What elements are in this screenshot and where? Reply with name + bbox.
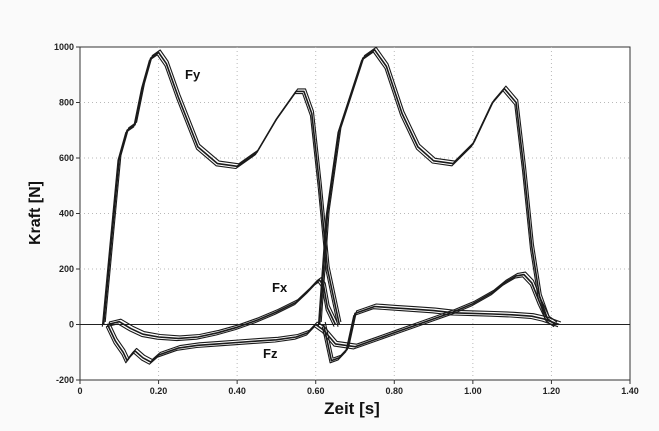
y-axis-ticks: -200 0 200 400 600 800 1000: [54, 42, 80, 385]
series-trace-fy: [318, 49, 556, 326]
series-trace-fy: [104, 49, 342, 323]
y-axis-title: Kraft [N]: [27, 181, 44, 245]
x-axis-ticks: 0 0.20 0.40 0.60 0.80 1.00 1.20 1.40: [77, 380, 639, 396]
y-tick-label: 600: [59, 153, 74, 163]
plot-area: [79, 46, 631, 381]
y-tick-label: 1000: [54, 42, 74, 52]
series-trace-fx: [106, 281, 335, 342]
series-trace-fx: [315, 273, 556, 348]
series-trace-fy: [102, 51, 341, 325]
y-tick-label: 800: [59, 98, 74, 108]
series-trace-fy: [320, 46, 558, 323]
series-label-fx: Fx: [272, 280, 288, 295]
series-trace-fx: [108, 277, 338, 337]
y-tick-label: 0: [69, 320, 74, 330]
series-fz-curve: [321, 303, 562, 364]
y-tick-label: 200: [59, 264, 74, 274]
y-tick-label: -200: [56, 375, 74, 385]
series-fy-curve: [317, 46, 558, 328]
series-fz-curve: [105, 321, 318, 365]
x-tick-label: 0: [77, 386, 82, 396]
x-tick-label: 0.40: [228, 386, 246, 396]
series-layer: [101, 46, 562, 365]
series-label-fz: Fz: [263, 346, 278, 361]
series-trace-fz: [106, 323, 317, 363]
series-trace-fx: [316, 271, 558, 345]
series-trace-fz: [321, 308, 559, 364]
x-tick-label: 1.00: [464, 386, 482, 396]
series-trace-fy: [317, 51, 555, 328]
series-trace-fz: [105, 326, 315, 365]
series-trace-fy: [101, 54, 339, 327]
x-tick-label: 1.40: [621, 386, 639, 396]
x-tick-label: 0.60: [307, 386, 325, 396]
series-fy-curve: [101, 49, 342, 327]
x-axis-title: Zeit [s]: [324, 399, 380, 418]
y-tick-label: 400: [59, 209, 74, 219]
x-tick-label: 1.20: [543, 386, 561, 396]
series-trace-fz: [108, 321, 318, 361]
series-label-fy: Fy: [185, 67, 201, 82]
series-fx-curve: [106, 277, 338, 342]
series-trace-fx: [107, 279, 337, 340]
x-tick-label: 0.80: [386, 386, 404, 396]
x-tick-label: 0.20: [150, 386, 168, 396]
